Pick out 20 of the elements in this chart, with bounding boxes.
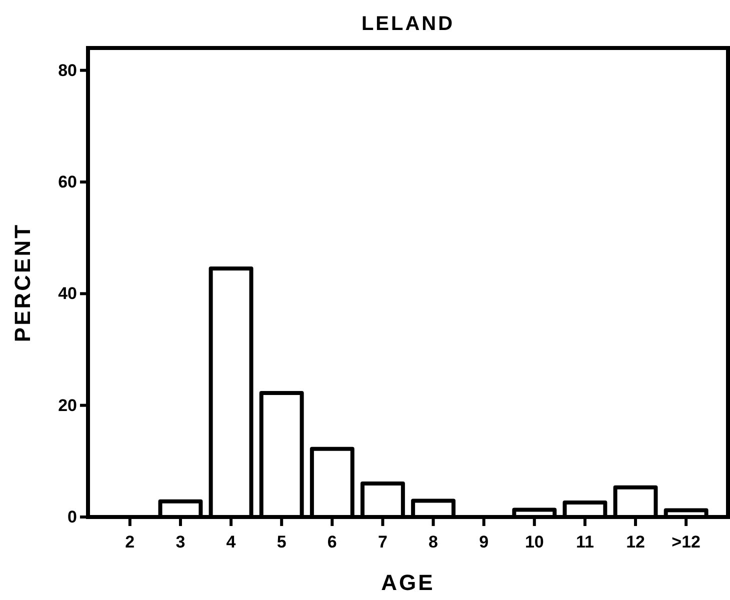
x-tick-label: 3 bbox=[176, 532, 186, 552]
x-tick-label: 10 bbox=[524, 532, 544, 552]
x-tick-label: 11 bbox=[576, 532, 594, 552]
x-axis-title: AGE bbox=[381, 570, 435, 595]
x-tick-label: 2 bbox=[125, 532, 135, 552]
x-tick-label: 6 bbox=[327, 532, 337, 552]
y-axis-title: PERCENT bbox=[10, 222, 35, 342]
x-tick-label: 8 bbox=[428, 532, 438, 552]
y-tick-label: 60 bbox=[58, 172, 77, 192]
x-tick-label: 4 bbox=[226, 532, 236, 552]
y-tick-label: 40 bbox=[58, 284, 77, 304]
chart-title: LELAND bbox=[361, 13, 455, 35]
x-tick-label: 5 bbox=[276, 532, 286, 552]
y-tick-label: 80 bbox=[58, 60, 77, 80]
x-tick-label: 7 bbox=[378, 532, 388, 552]
x-tick-label: 12 bbox=[626, 532, 645, 552]
y-tick-label: 20 bbox=[58, 396, 77, 415]
y-tick-label: 0 bbox=[68, 507, 77, 526]
x-tick-label: 9 bbox=[479, 532, 489, 552]
x-tick-label: >12 bbox=[672, 532, 700, 552]
